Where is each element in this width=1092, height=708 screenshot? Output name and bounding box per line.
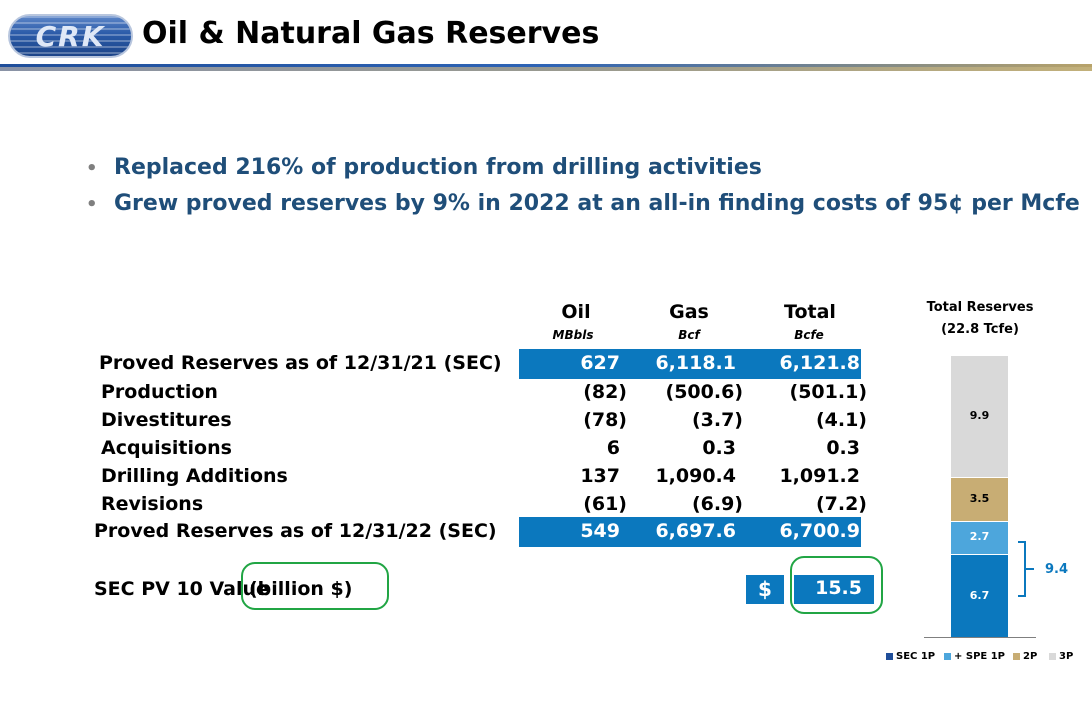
pv10-currency: $ <box>758 577 772 601</box>
value-highlight-circle <box>790 556 883 614</box>
cell-total: (501.1) <box>789 381 867 403</box>
cell-gas: (3.7) <box>691 409 743 431</box>
row-label: Proved Reserves as of 12/31/22 (SEC) <box>94 520 497 542</box>
cell-gas: (6.9) <box>691 493 743 515</box>
bar-segment-spe-1p: 2.7 <box>951 521 1008 555</box>
legend-swatch <box>944 652 951 660</box>
pv10-value: 15.5 <box>815 577 862 599</box>
unit-highlight-circle <box>241 562 389 610</box>
bar-segment-sec-1p: 6.7 <box>951 555 1008 637</box>
cell-oil: (61) <box>583 493 627 515</box>
chart-subtitle: (22.8 Tcfe) <box>941 322 1019 337</box>
row-label: Revisions <box>101 493 204 515</box>
bar-segment-3p: 9.9 <box>951 356 1008 478</box>
bullet-dot-icon: • <box>86 194 98 215</box>
page-title: Oil & Natural Gas Reserves <box>142 16 600 51</box>
header-divider-shadow <box>0 67 1092 71</box>
stacked-bar-chart: 6.7 2.7 3.5 9.9 <box>951 355 1008 637</box>
pv10-label: SEC PV 10 Value <box>94 578 269 600</box>
bar-segment-2p: 3.5 <box>951 478 1008 521</box>
cell-oil: (78) <box>583 409 627 431</box>
legend-swatch <box>1049 652 1056 660</box>
cell-gas: (500.6) <box>665 381 743 403</box>
cell-total: 6,121.8 <box>779 352 860 374</box>
pv10-value-box: 15.5 <box>794 575 874 604</box>
column-header-total: Total <box>784 301 836 323</box>
highlight-band-2021 <box>519 349 861 379</box>
legend-swatch <box>1013 652 1020 660</box>
bullet-dot-icon: • <box>86 158 98 179</box>
bar-segment-label: 3.5 <box>969 492 990 506</box>
row-label: Proved Reserves as of 12/31/21 (SEC) <box>99 352 502 374</box>
bar-segment-label: 2.7 <box>969 530 990 544</box>
cell-oil: 549 <box>580 520 620 542</box>
legend-item-sec-1p: SEC 1P <box>886 651 935 662</box>
cell-gas: 6,697.6 <box>655 520 736 542</box>
chart-title: Total Reserves <box>926 300 1034 315</box>
bracket-tick <box>1026 568 1034 570</box>
chart-baseline <box>924 637 1036 638</box>
cell-total: (7.2) <box>815 493 867 515</box>
bar-segment-label: 6.7 <box>969 588 990 602</box>
pv10-unit-label: (billion $) <box>249 578 353 600</box>
crk-logo: CRK <box>8 14 133 58</box>
sec-spe-bracket <box>1018 541 1026 597</box>
column-unit-gas: Bcf <box>678 328 700 342</box>
bracket-label: 9.4 <box>1045 562 1069 577</box>
cell-gas: 1,090.4 <box>655 465 736 487</box>
legend-swatch <box>886 652 893 660</box>
column-unit-oil: MBbls <box>552 328 594 342</box>
cell-total: 0.3 <box>826 437 860 459</box>
highlight-band-2022 <box>519 517 861 547</box>
column-unit-total: Bcfe <box>794 328 824 342</box>
pv10-currency-box: $ <box>746 575 784 604</box>
row-label: Drilling Additions <box>101 465 288 487</box>
legend-item-3p: 3P <box>1049 651 1073 662</box>
cell-gas: 0.3 <box>702 437 736 459</box>
cell-oil: 627 <box>580 352 620 374</box>
bullet-item: • Replaced 216% of production from drilli… <box>86 155 762 180</box>
row-label: Acquisitions <box>101 437 232 459</box>
bar-segment-label: 9.9 <box>969 409 990 423</box>
header-divider <box>0 64 1092 67</box>
column-header-gas: Gas <box>669 301 709 323</box>
cell-oil: 137 <box>580 465 620 487</box>
cell-gas: 6,118.1 <box>655 352 736 374</box>
column-header-oil: Oil <box>561 301 591 323</box>
cell-total: 6,700.9 <box>779 520 860 542</box>
row-label: Divestitures <box>101 409 232 431</box>
bullet-item: • Grew proved reserves by 9% in 2022 at a… <box>86 191 1080 216</box>
cell-total: (4.1) <box>815 409 867 431</box>
row-label: Production <box>101 381 218 403</box>
cell-oil: 6 <box>606 437 620 459</box>
legend-item-spe-1p: + SPE 1P <box>944 651 1005 662</box>
cell-oil: (82) <box>583 381 627 403</box>
cell-total: 1,091.2 <box>779 465 860 487</box>
legend-item-2p: 2P <box>1013 651 1037 662</box>
